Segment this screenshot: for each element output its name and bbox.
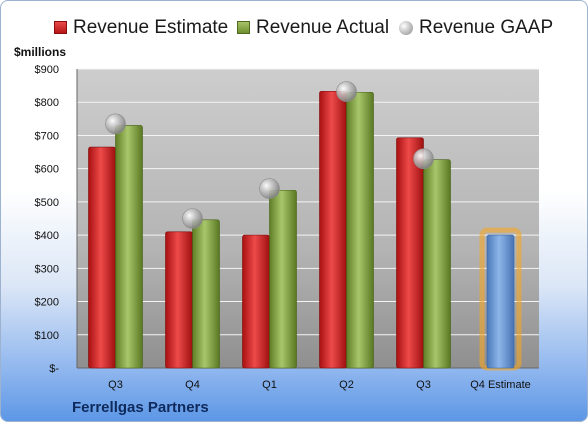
legend-item-gaap: Revenue GAAP	[399, 17, 553, 39]
actual-swatch	[237, 21, 250, 35]
y-tick-label: $300	[35, 263, 59, 275]
estimate-swatch	[54, 21, 67, 35]
y-tick-label: $200	[35, 297, 59, 309]
plot-area	[77, 69, 539, 368]
bar-revenue-actual	[423, 159, 451, 369]
legend-item-actual: Revenue Actual	[237, 17, 389, 39]
y-tick-label: $600	[35, 164, 59, 176]
company-name: Ferrellgas Partners	[72, 399, 209, 416]
x-tick-label: Q2	[339, 379, 354, 391]
bar-revenue-actual	[269, 189, 297, 369]
x-tick-label: Q4	[185, 379, 200, 391]
x-tick-label: Q1	[262, 379, 277, 391]
legend-label-estimate: Revenue Estimate	[73, 17, 229, 38]
x-tick-label: Q3	[416, 379, 431, 391]
bar-revenue-estimate	[88, 146, 116, 369]
x-tick-label: Q3	[108, 379, 123, 391]
bar-revenue-actual	[346, 91, 374, 369]
y-tick-label: $700	[35, 130, 59, 142]
bar-revenue-actual	[115, 125, 143, 369]
legend-label-actual: Revenue Actual	[256, 17, 390, 38]
gaap-swatch	[399, 20, 413, 35]
bar-forecast	[486, 234, 515, 369]
y-tick-label: $400	[35, 230, 59, 242]
bar-revenue-estimate	[319, 90, 347, 369]
bar-revenue-estimate	[396, 137, 424, 369]
unit-label: $millions	[14, 45, 67, 59]
bar-revenue-estimate	[242, 234, 270, 369]
y-tick-label: $100	[35, 330, 59, 342]
marker-revenue-gaap	[413, 148, 434, 169]
bar-revenue-actual	[192, 219, 220, 369]
y-tick-label: $900	[35, 64, 59, 76]
x-tick-label: Q4 Estimate	[470, 379, 531, 391]
marker-revenue-gaap	[105, 113, 126, 135]
legend: Revenue Estimate Revenue Actual Revenue …	[1, 17, 587, 43]
legend-label-gaap: Revenue GAAP	[419, 17, 554, 38]
y-tick-label: $-	[49, 363, 59, 375]
y-tick-label: $500	[35, 197, 59, 209]
y-tick-label: $800	[35, 97, 59, 109]
marker-revenue-gaap	[259, 178, 280, 199]
legend-item-estimate: Revenue Estimate	[54, 17, 228, 39]
bar-revenue-estimate	[165, 231, 193, 369]
marker-revenue-gaap	[182, 208, 203, 229]
marker-revenue-gaap	[336, 81, 357, 102]
